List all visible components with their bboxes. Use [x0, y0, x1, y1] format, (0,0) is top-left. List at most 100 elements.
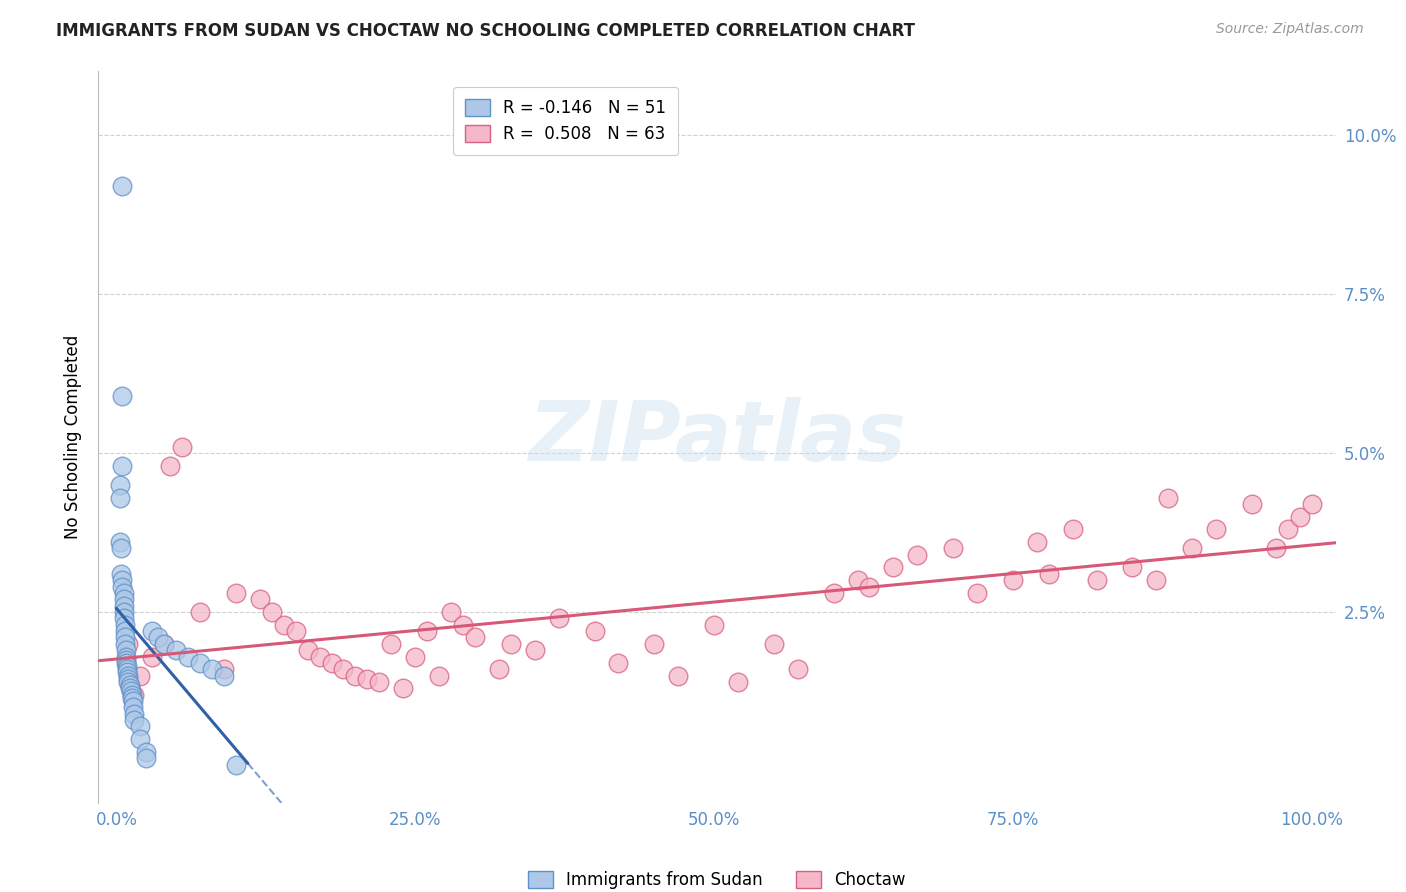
Point [121, 690, 143, 705]
Point [260, 605, 283, 619]
Point [117, 637, 139, 651]
Point [308, 649, 330, 664]
Point [1121, 560, 1143, 574]
Point [1144, 573, 1167, 587]
Point [124, 706, 146, 721]
Point [117, 668, 139, 682]
Point [111, 458, 134, 473]
Point [129, 668, 152, 682]
Point [153, 637, 176, 651]
Point [115, 665, 138, 680]
Point [607, 656, 630, 670]
Point [464, 631, 486, 645]
Point [1181, 541, 1204, 556]
Point [1301, 497, 1323, 511]
Point [172, 440, 194, 454]
Point [284, 624, 307, 638]
Text: ZIPatlas: ZIPatlas [529, 397, 905, 477]
Legend: Immigrants from Sudan, Choctaw: Immigrants from Sudan, Choctaw [520, 863, 914, 892]
Point [114, 631, 136, 645]
Point [1288, 509, 1310, 524]
Point [135, 745, 157, 759]
Point [115, 653, 138, 667]
Point [440, 605, 463, 619]
Text: Source: ZipAtlas.com: Source: ZipAtlas.com [1216, 22, 1364, 37]
Point [108, 491, 131, 505]
Point [1001, 573, 1024, 587]
Point [1025, 535, 1047, 549]
Point [344, 668, 367, 682]
Point [153, 637, 176, 651]
Point [188, 605, 211, 619]
Point [427, 668, 450, 682]
Point [115, 643, 138, 657]
Point [114, 624, 136, 638]
Point [118, 678, 141, 692]
Point [249, 592, 271, 607]
Point [823, 586, 845, 600]
Point [115, 659, 138, 673]
Point [114, 617, 136, 632]
Point [177, 649, 200, 664]
Point [135, 751, 157, 765]
Point [643, 637, 665, 651]
Point [108, 535, 131, 549]
Point [121, 688, 143, 702]
Point [124, 713, 146, 727]
Point [212, 662, 235, 676]
Text: IMMIGRANTS FROM SUDAN VS CHOCTAW NO SCHOOLING COMPLETED CORRELATION CHART: IMMIGRANTS FROM SUDAN VS CHOCTAW NO SCHO… [56, 22, 915, 40]
Point [297, 643, 319, 657]
Point [117, 675, 139, 690]
Point [118, 681, 141, 696]
Point [112, 586, 135, 600]
Point [112, 605, 135, 619]
Point [703, 617, 725, 632]
Point [846, 573, 869, 587]
Point [122, 700, 145, 714]
Point [1038, 566, 1060, 581]
Point [165, 643, 187, 657]
Point [523, 643, 546, 657]
Point [114, 637, 136, 651]
Point [762, 637, 785, 651]
Point [905, 548, 928, 562]
Point [392, 681, 415, 696]
Point [547, 611, 569, 625]
Point [188, 656, 211, 670]
Point [225, 586, 247, 600]
Point [115, 649, 138, 664]
Point [416, 624, 439, 638]
Point [129, 719, 152, 733]
Point [1157, 491, 1180, 505]
Point [321, 656, 343, 670]
Point [583, 624, 606, 638]
Point [115, 662, 138, 676]
Point [1277, 522, 1299, 536]
Point [112, 599, 135, 613]
Point [942, 541, 965, 556]
Point [786, 662, 808, 676]
Point [122, 694, 145, 708]
Point [111, 178, 134, 193]
Point [117, 672, 139, 686]
Point [115, 656, 138, 670]
Point [110, 541, 132, 556]
Point [488, 662, 510, 676]
Point [368, 675, 391, 690]
Point [356, 672, 378, 686]
Point [141, 624, 163, 638]
Point [1205, 522, 1227, 536]
Point [112, 592, 135, 607]
Point [110, 566, 132, 581]
Point [112, 611, 135, 625]
Point [666, 668, 689, 682]
Point [111, 580, 134, 594]
Point [332, 662, 354, 676]
Point [108, 477, 131, 491]
Point [141, 649, 163, 664]
Point [212, 668, 235, 682]
Point [120, 684, 142, 698]
Point [129, 732, 152, 747]
Point [1062, 522, 1084, 536]
Point [111, 573, 134, 587]
